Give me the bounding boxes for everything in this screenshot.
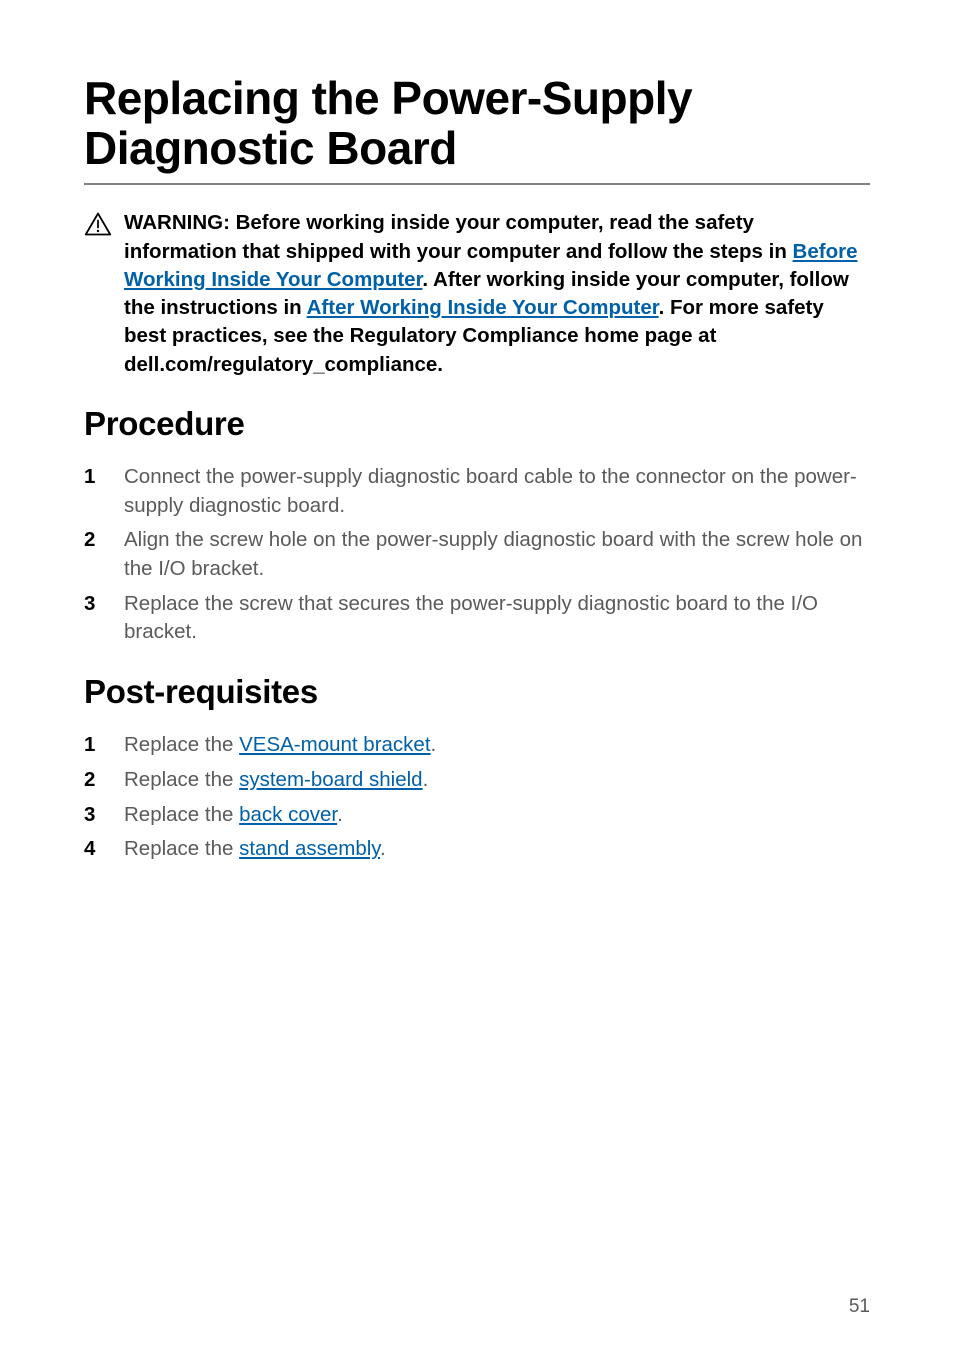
warning-icon: [84, 211, 112, 237]
procedure-item: Connect the power-supply diagnostic boar…: [84, 463, 870, 520]
title-divider: [84, 183, 870, 185]
link-after-working[interactable]: After Working Inside Your Computer: [307, 296, 659, 319]
link-stand-assembly[interactable]: stand assembly: [239, 837, 380, 860]
postreq-post: .: [337, 803, 343, 826]
postreq-item: Replace the VESA-mount bracket.: [84, 731, 870, 760]
warning-text: WARNING: Before working inside your comp…: [124, 209, 870, 379]
postreq-heading: Post-requisites: [84, 673, 870, 711]
link-system-board-shield[interactable]: system-board shield: [239, 768, 422, 791]
postreq-pre: Replace the: [124, 803, 239, 826]
procedure-item: Replace the screw that secures the power…: [84, 590, 870, 647]
postreq-post: .: [380, 837, 386, 860]
page-number: 51: [849, 1296, 870, 1318]
page-container: Replacing the Power-Supply Diagnostic Bo…: [0, 0, 954, 1366]
warning-pre1: WARNING: Before working inside your comp…: [124, 211, 793, 262]
postreq-post: .: [431, 733, 437, 756]
postreq-item: Replace the system-board shield.: [84, 766, 870, 795]
procedure-heading: Procedure: [84, 405, 870, 443]
postreq-pre: Replace the: [124, 733, 239, 756]
postreq-list: Replace the VESA-mount bracket. Replace …: [84, 731, 870, 864]
postreq-item: Replace the back cover.: [84, 801, 870, 830]
postreq-post: .: [423, 768, 429, 791]
postreq-item: Replace the stand assembly.: [84, 835, 870, 864]
procedure-item: Align the screw hole on the power-supply…: [84, 526, 870, 583]
postreq-pre: Replace the: [124, 837, 239, 860]
page-title: Replacing the Power-Supply Diagnostic Bo…: [84, 74, 870, 173]
postreq-pre: Replace the: [124, 768, 239, 791]
link-back-cover[interactable]: back cover: [239, 803, 337, 826]
warning-block: WARNING: Before working inside your comp…: [84, 209, 870, 379]
procedure-list: Connect the power-supply diagnostic boar…: [84, 463, 870, 647]
link-vesa-mount-bracket[interactable]: VESA-mount bracket: [239, 733, 430, 756]
